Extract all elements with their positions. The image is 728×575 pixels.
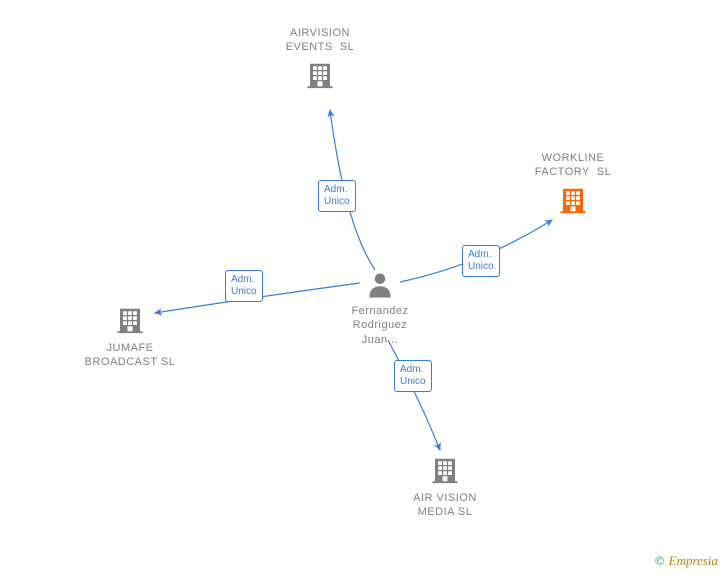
center-node-person[interactable] xyxy=(365,270,395,305)
edge-air_vision_media xyxy=(388,340,440,450)
edge-label-airvision_events: Adm. Unico xyxy=(318,180,356,212)
center-node-label: Fernandez Rodriguez Juan... xyxy=(330,304,430,347)
building-icon xyxy=(558,185,588,215)
company-label-workline_factory: WORKLINE FACTORY SL xyxy=(503,151,643,180)
company-label-jumafe_broadcast: JUMAFE BROADCAST SL xyxy=(60,341,200,370)
company-node-air_vision_media[interactable] xyxy=(430,455,460,490)
copyright-symbol: © xyxy=(655,553,665,568)
company-label-airvision_events: AIRVISION EVENTS SL xyxy=(250,26,390,55)
building-icon xyxy=(115,305,145,335)
company-node-jumafe_broadcast[interactable] xyxy=(115,305,145,340)
watermark: © Empresia xyxy=(655,553,718,569)
edges-layer xyxy=(0,0,728,575)
diagram-canvas: Fernandez Rodriguez Juan... AIRVISION EV… xyxy=(0,0,728,575)
edge-label-workline_factory: Adm. Unico xyxy=(462,245,500,277)
person-icon xyxy=(365,270,395,300)
company-label-air_vision_media: AIR VISION MEDIA SL xyxy=(375,491,515,520)
company-node-airvision_events[interactable] xyxy=(305,60,335,95)
company-node-workline_factory[interactable] xyxy=(558,185,588,220)
building-icon xyxy=(430,455,460,485)
watermark-text: Empresia xyxy=(669,553,718,568)
building-icon xyxy=(305,60,335,90)
edge-label-air_vision_media: Adm. Unico xyxy=(394,360,432,392)
edge-label-jumafe_broadcast: Adm. Unico xyxy=(225,270,263,302)
